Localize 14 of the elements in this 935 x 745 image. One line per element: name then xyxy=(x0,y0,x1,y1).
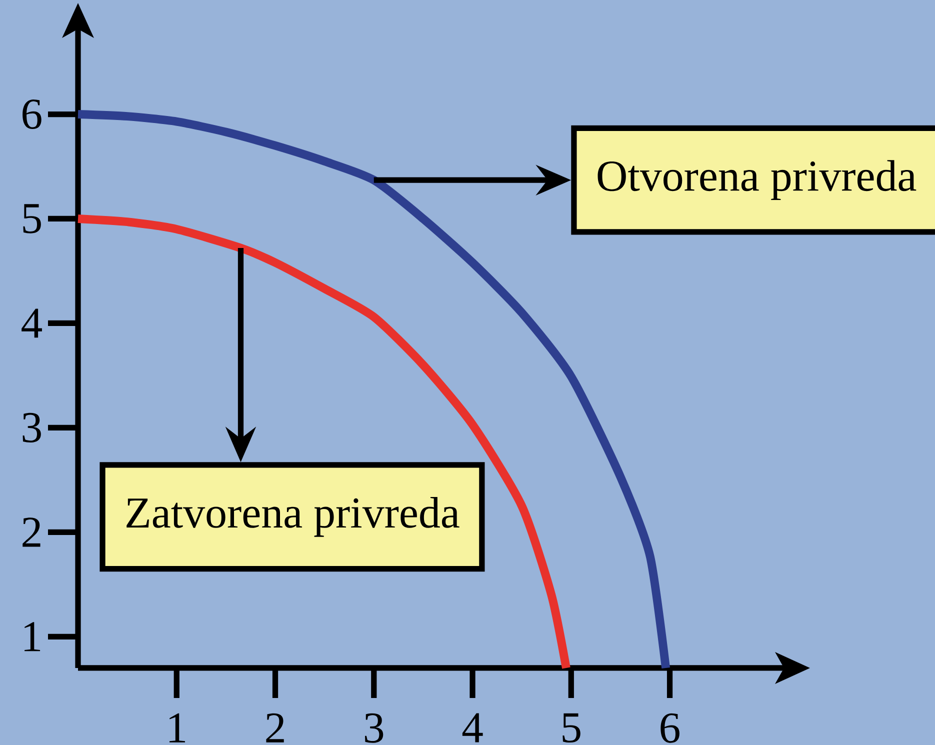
annotation: Otvorena privreda xyxy=(598,160,916,200)
y-tick-label: 6 xyxy=(22,99,42,130)
y-tick-label: 2 xyxy=(22,518,40,547)
x-tick-label: 5 xyxy=(562,713,580,743)
x-tick-label: 4 xyxy=(462,713,483,742)
x-tick-label: 3 xyxy=(365,713,384,743)
x-tick-label: 2 xyxy=(266,713,284,742)
y-tick-label: 4 xyxy=(22,308,42,338)
y-tick-label: 3 xyxy=(22,412,41,442)
x-tick-label: 6 xyxy=(660,713,680,743)
y-tick-label: 5 xyxy=(23,204,41,234)
x-tick-label: 1 xyxy=(170,713,185,742)
annotation: Zatvorena privreda xyxy=(126,496,460,537)
y-tick-label: 1 xyxy=(24,622,40,652)
